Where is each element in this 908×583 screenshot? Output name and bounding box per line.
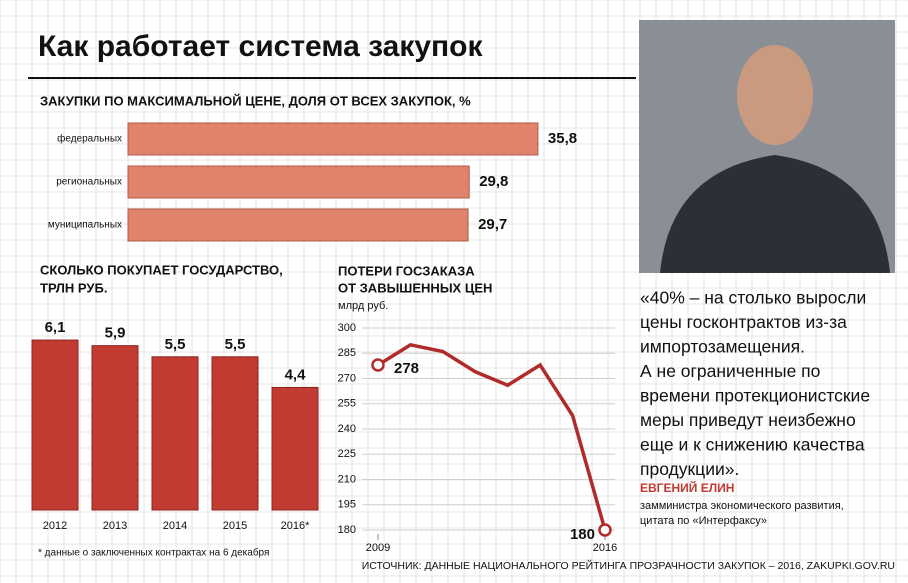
value-label: 6,1 — [45, 319, 66, 336]
data-label: 278 — [394, 360, 419, 377]
y-tick-label: 255 — [338, 398, 356, 410]
chart-title: ЗАКУПКИ ПО МАКСИМАЛЬНОЙ ЦЕНЕ, ДОЛЯ ОТ ВС… — [40, 93, 471, 108]
y-tick-label: 285 — [338, 347, 356, 359]
x-tick-label: 2016 — [593, 542, 617, 554]
chart-title: ТРЛН РУБ. — [40, 280, 107, 295]
bar — [211, 356, 259, 511]
value-label: 5,9 — [105, 325, 126, 342]
quote-line: времени протекционистские — [640, 386, 870, 406]
value-label: 29,8 — [479, 173, 508, 190]
value-label: 29,7 — [478, 216, 507, 233]
quote-line: А не ограниченные по — [640, 361, 820, 381]
bar — [127, 165, 470, 199]
x-tick-label: 2012 — [43, 520, 67, 532]
quote-line: цены госконтрактов из-за — [640, 312, 847, 332]
quote-line: меры приведут неизбежно — [640, 410, 856, 430]
bar — [127, 208, 469, 242]
chart-note: * данные о заключенных контрактах на 6 д… — [38, 547, 269, 559]
x-tick-label: 2009 — [366, 542, 390, 554]
value-label: 35,8 — [548, 130, 577, 147]
chart-title: ПОТЕРИ ГОСЗАКАЗА — [338, 263, 475, 278]
quote-line: еще и к снижению качества — [640, 435, 865, 455]
quote-line: «40% – на столько выросли — [640, 288, 866, 308]
quote-line: импортозамещения. — [640, 337, 805, 357]
value-label: 5,5 — [165, 336, 186, 353]
x-tick-label: 2014 — [163, 520, 187, 532]
photo-face — [737, 45, 813, 145]
data-label: 180 — [570, 526, 595, 543]
x-tick-label: 2016* — [281, 520, 310, 532]
y-tick-label: 225 — [338, 448, 356, 460]
quote-position: цитата по «Интерфаксу» — [640, 515, 767, 527]
category-label: федеральных — [57, 133, 122, 145]
y-tick-label: 195 — [338, 499, 356, 511]
chart-title: СКОЛЬКО ПОКУПАЕТ ГОСУДАРСТВО, — [40, 262, 283, 277]
quote-position: замминистра экономического развития, — [640, 500, 844, 512]
photo-suit — [660, 155, 890, 273]
category-label: региональных — [56, 177, 122, 188]
chart-title: ОТ ЗАВЫШЕННЫХ ЦЕН — [338, 280, 492, 295]
line — [377, 342, 607, 531]
quote-line: продукции». — [640, 459, 739, 479]
x-tick-label: 2013 — [103, 520, 127, 532]
y-tick-label: 300 — [338, 322, 356, 334]
y-axis-label: млрд руб. — [338, 300, 388, 312]
bar — [31, 339, 79, 511]
y-tick-label: 210 — [338, 473, 356, 485]
y-tick-label: 270 — [338, 372, 356, 384]
bar — [151, 356, 199, 511]
source: ИСТОЧНИК: ДАННЫЕ НАЦИОНАЛЬНОГО РЕЙТИНГА … — [362, 559, 895, 572]
bar — [271, 386, 319, 511]
x-tick-label: 2015 — [223, 520, 247, 532]
bar — [91, 345, 139, 511]
page-title: Как работает система закупок — [38, 30, 483, 63]
point — [371, 358, 385, 372]
quote-author: ЕВГЕНИЙ ЕЛИН — [640, 480, 734, 495]
point — [598, 523, 612, 537]
value-label: 5,5 — [225, 336, 246, 353]
bar — [127, 122, 539, 156]
y-tick-label: 180 — [338, 524, 356, 536]
y-tick-label: 240 — [338, 423, 356, 435]
category-label: муниципальных — [48, 220, 122, 231]
value-label: 4,4 — [285, 366, 307, 383]
